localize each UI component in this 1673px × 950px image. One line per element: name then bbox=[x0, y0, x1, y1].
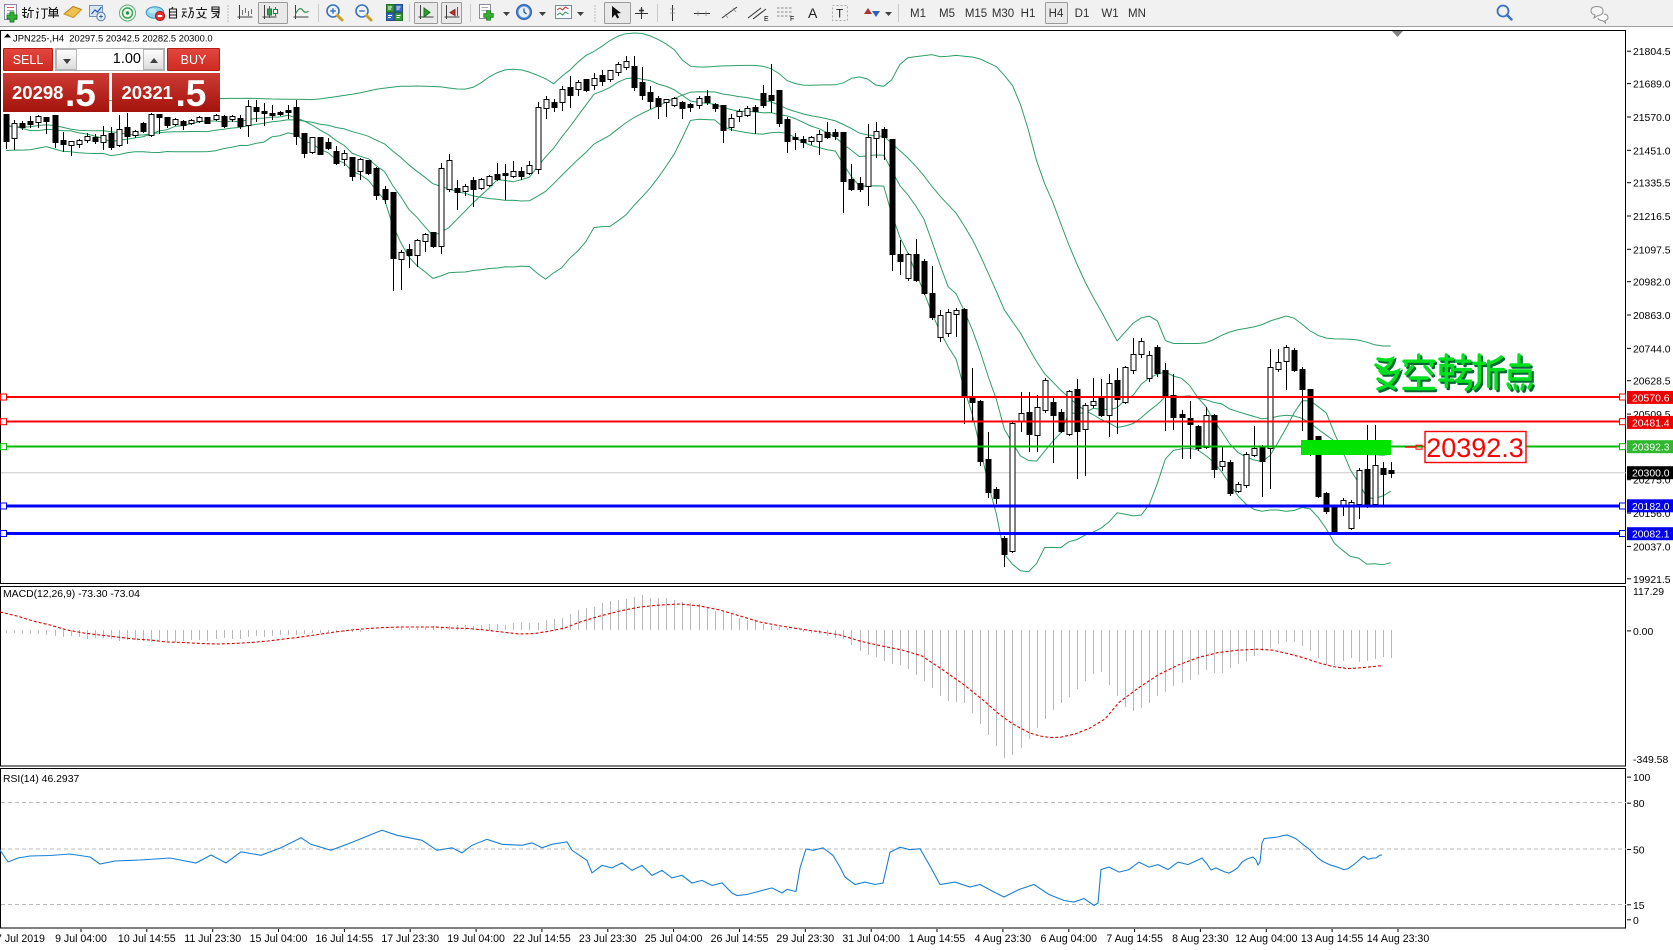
svg-text:23 Jul 23:30: 23 Jul 23:30 bbox=[579, 933, 637, 945]
svg-text:19921.5: 19921.5 bbox=[1633, 575, 1671, 586]
svg-text:21451.0: 21451.0 bbox=[1633, 146, 1671, 157]
svg-text:8 Aug 23:30: 8 Aug 23:30 bbox=[1172, 933, 1229, 945]
svg-text:50: 50 bbox=[1633, 846, 1645, 857]
svg-text:10 Jul 14:55: 10 Jul 14:55 bbox=[118, 933, 176, 945]
svg-text:19 Jul 04:00: 19 Jul 04:00 bbox=[447, 933, 505, 945]
svg-text:13 Aug 14:55: 13 Aug 14:55 bbox=[1301, 933, 1364, 945]
svg-text:0: 0 bbox=[1633, 916, 1639, 927]
svg-text:20628.5: 20628.5 bbox=[1633, 377, 1671, 388]
svg-text:20082.1: 20082.1 bbox=[1632, 530, 1670, 541]
svg-text:M30: M30 bbox=[992, 8, 1014, 20]
svg-text:25 Jul 04:00: 25 Jul 04:00 bbox=[645, 933, 703, 945]
svg-text:26 Jul 14:55: 26 Jul 14:55 bbox=[711, 933, 769, 945]
svg-text:F: F bbox=[790, 16, 794, 23]
svg-text:117.29: 117.29 bbox=[1633, 587, 1664, 598]
svg-text:A: A bbox=[808, 5, 818, 21]
svg-text:M15: M15 bbox=[965, 8, 987, 20]
svg-text:W1: W1 bbox=[1101, 8, 1118, 20]
svg-text:16 Jul 14:55: 16 Jul 14:55 bbox=[316, 933, 374, 945]
svg-text:T: T bbox=[836, 7, 844, 21]
svg-text:20275.0: 20275.0 bbox=[1633, 476, 1671, 487]
svg-text:14 Aug 23:30: 14 Aug 23:30 bbox=[1367, 933, 1430, 945]
svg-text:-349.58: -349.58 bbox=[1633, 755, 1668, 766]
svg-text:MN: MN bbox=[1128, 8, 1146, 20]
svg-text:20570.6: 20570.6 bbox=[1632, 393, 1670, 404]
svg-text:20037.0: 20037.0 bbox=[1633, 542, 1671, 553]
svg-text:6 Aug 04:00: 6 Aug 04:00 bbox=[1041, 933, 1098, 945]
svg-text:0.00: 0.00 bbox=[1633, 627, 1653, 638]
svg-text:21335.5: 21335.5 bbox=[1633, 179, 1671, 190]
svg-text:RSI(14) 46.2937: RSI(14) 46.2937 bbox=[3, 774, 79, 785]
svg-text:9 Jul 04:00: 9 Jul 04:00 bbox=[55, 933, 107, 945]
svg-text:H1: H1 bbox=[1021, 8, 1036, 20]
svg-text:D1: D1 bbox=[1075, 8, 1090, 20]
svg-text:29 Jul 23:30: 29 Jul 23:30 bbox=[776, 933, 834, 945]
svg-text:11 Jul 23:30: 11 Jul 23:30 bbox=[184, 933, 241, 945]
svg-text:80: 80 bbox=[1633, 799, 1645, 810]
svg-text:20392.3: 20392.3 bbox=[1632, 443, 1670, 454]
svg-text:1 Aug 14:55: 1 Aug 14:55 bbox=[909, 933, 966, 945]
svg-text:21570.0: 21570.0 bbox=[1633, 113, 1671, 124]
svg-text:E: E bbox=[764, 16, 769, 23]
svg-text:100: 100 bbox=[1633, 773, 1651, 784]
svg-text:20982.0: 20982.0 bbox=[1633, 278, 1671, 289]
svg-text:21804.5: 21804.5 bbox=[1633, 47, 1671, 58]
svg-text:15: 15 bbox=[1633, 901, 1645, 912]
svg-text:20863.0: 20863.0 bbox=[1633, 311, 1671, 322]
svg-text:20182.0: 20182.0 bbox=[1632, 502, 1670, 513]
svg-text:12 Aug 04:00: 12 Aug 04:00 bbox=[1235, 933, 1298, 945]
svg-text:MACD(12,26,9) -73.30 -73.04: MACD(12,26,9) -73.30 -73.04 bbox=[3, 589, 140, 600]
svg-text:21689.0: 21689.0 bbox=[1633, 80, 1671, 91]
svg-text:31 Jul 04:00: 31 Jul 04:00 bbox=[842, 933, 900, 945]
svg-text:7 Aug 14:55: 7 Aug 14:55 bbox=[1106, 933, 1163, 945]
svg-text:H4: H4 bbox=[1049, 8, 1064, 20]
svg-text:17 Jul 23:30: 17 Jul 23:30 bbox=[381, 933, 439, 945]
svg-text:4 Aug 23:30: 4 Aug 23:30 bbox=[975, 933, 1032, 945]
svg-text:20481.4: 20481.4 bbox=[1632, 418, 1670, 429]
svg-text:20300.0: 20300.0 bbox=[1632, 469, 1670, 480]
svg-text:20509.5: 20509.5 bbox=[1633, 410, 1671, 421]
svg-text:20392.3: 20392.3 bbox=[1426, 433, 1524, 463]
svg-text:M5: M5 bbox=[939, 8, 955, 20]
svg-text:22 Jul 14:55: 22 Jul 14:55 bbox=[513, 933, 571, 945]
svg-text:20156.0: 20156.0 bbox=[1633, 509, 1671, 520]
svg-text:JPN225-,H4 20297.5 20342.5 20: JPN225-,H4 20297.5 20342.5 20282.5 20300… bbox=[13, 33, 213, 44]
svg-text:21097.5: 21097.5 bbox=[1633, 245, 1671, 256]
svg-text:21216.5: 21216.5 bbox=[1633, 212, 1671, 223]
svg-text:M1: M1 bbox=[910, 8, 926, 20]
svg-text:15 Jul 04:00: 15 Jul 04:00 bbox=[250, 933, 308, 945]
svg-text:7 Jul 2019: 7 Jul 2019 bbox=[0, 933, 45, 945]
svg-text:20744.0: 20744.0 bbox=[1633, 344, 1671, 355]
